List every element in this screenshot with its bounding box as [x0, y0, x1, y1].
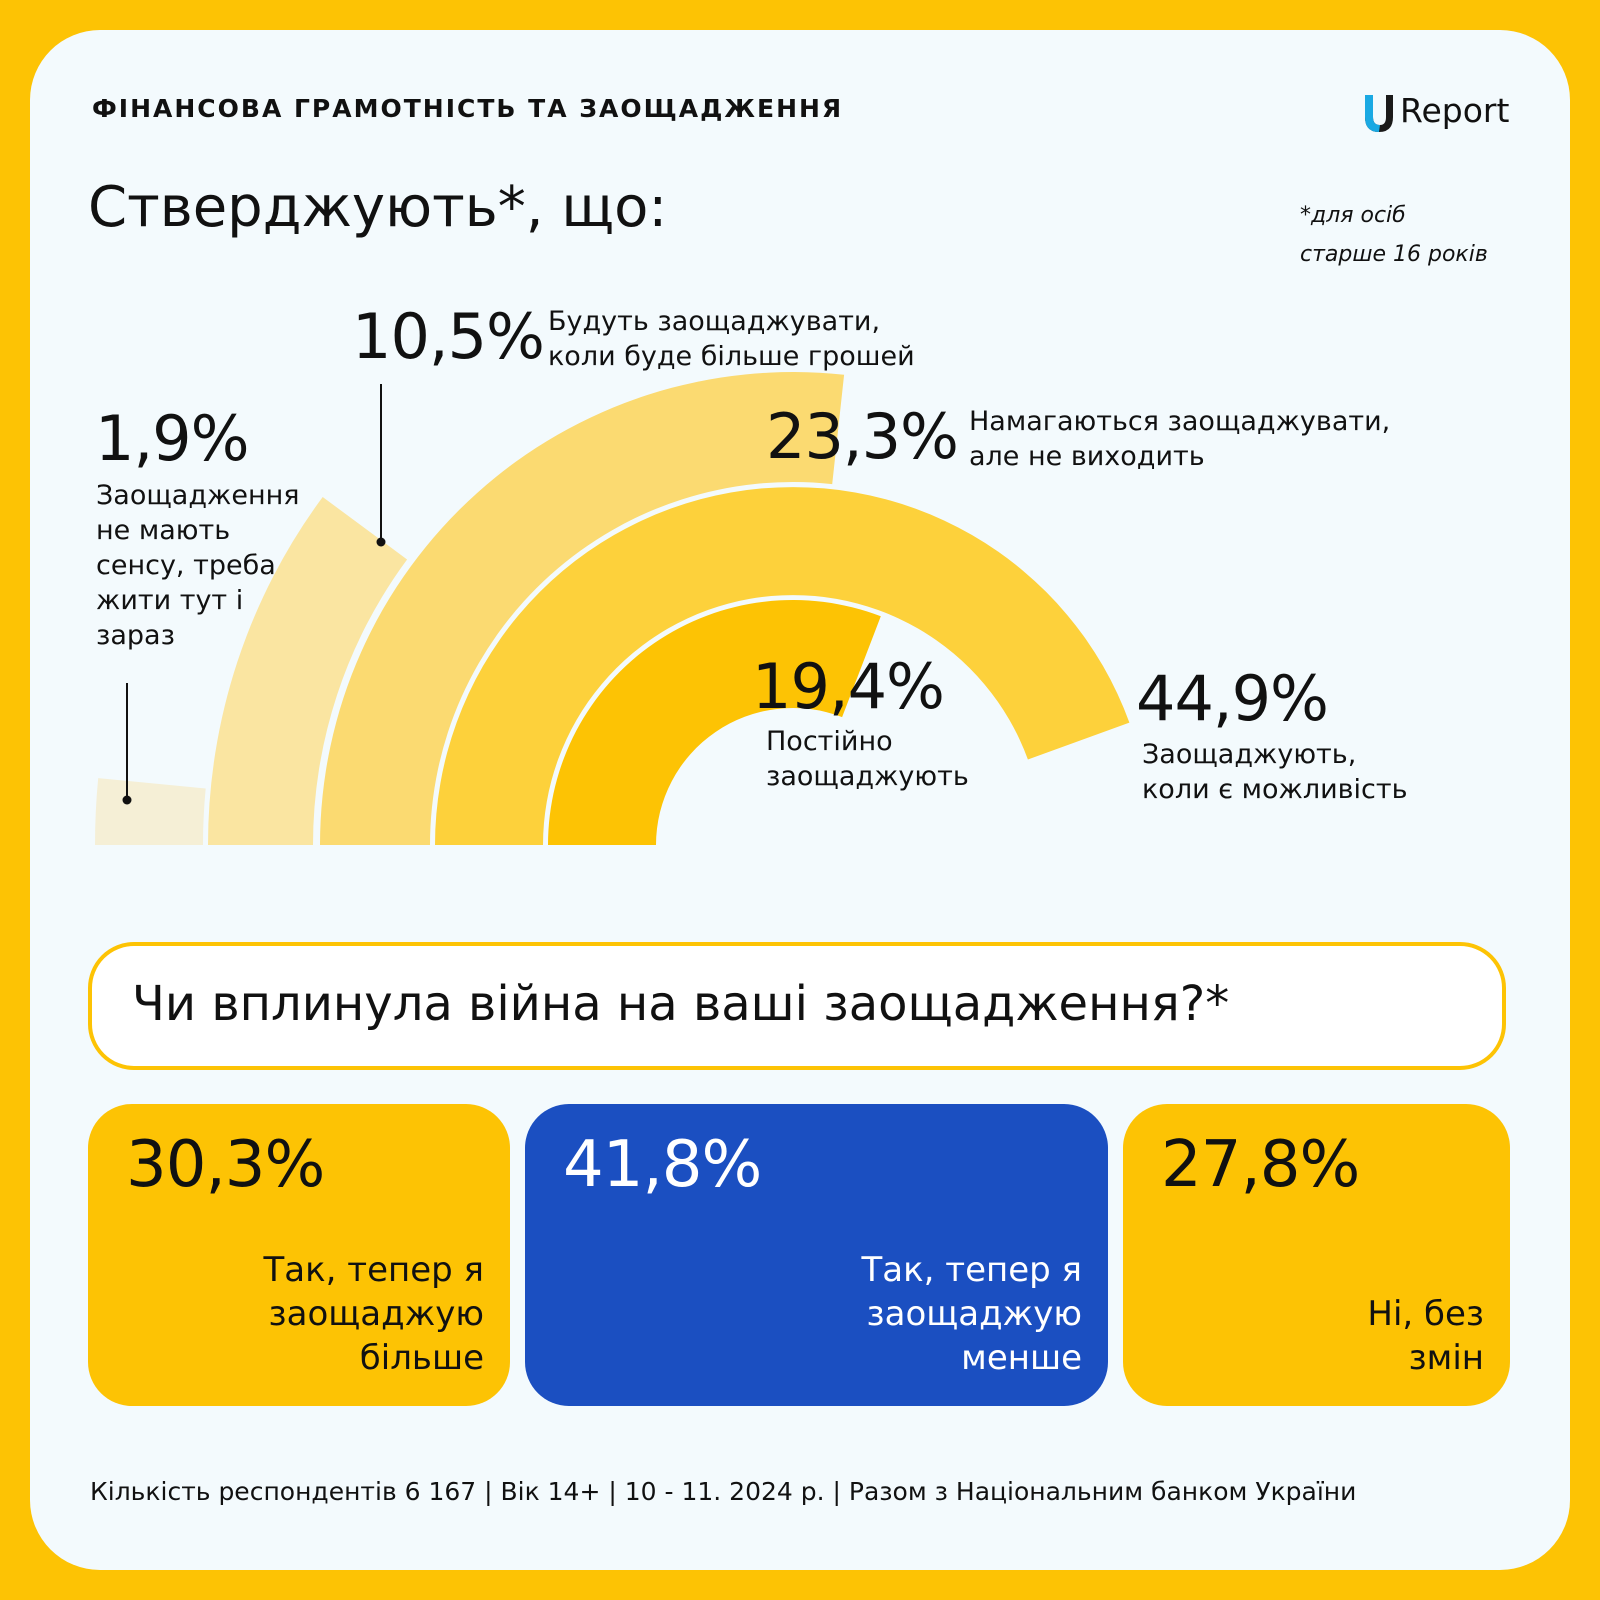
answer-label: Ні, без змін: [1367, 1292, 1484, 1380]
answer-label-line: Так, тепер я: [861, 1250, 1082, 1290]
answer-card-no-change: 27,8% Ні, без змін: [1123, 1104, 1510, 1406]
category-label-10-5: Будуть заощаджувати, коли буде більше гр…: [548, 304, 915, 374]
question-box: Чи вплинула війна на ваші заощадження?*: [88, 942, 1506, 1070]
leader-dot-1-9: [122, 795, 132, 805]
category-label-23-3: Намагаються заощаджувати, але не виходит…: [969, 404, 1390, 474]
category-label-44-9-line: Заощаджують,: [1142, 739, 1357, 770]
question-text: Чи вплинула війна на ваші заощадження?*: [132, 976, 1230, 1032]
answer-label-line: змін: [1408, 1338, 1484, 1378]
value-label-19-4: 19,4%: [752, 650, 945, 723]
category-label-1-9: Заощадження не мають сенсу, треба жити т…: [96, 478, 300, 653]
answer-label-line: більше: [359, 1338, 484, 1378]
category-label-23-3-line: але не виходить: [969, 441, 1205, 472]
category-label-19-4-line: Постійно: [766, 726, 893, 757]
footer-source: Кількість респондентів 6 167 | Вік 14+ |…: [90, 1477, 1357, 1506]
category-label-1-9-line: Заощадження: [96, 480, 300, 511]
arc-segment-23-3: [320, 372, 845, 845]
answer-label-line: Так, тепер я: [263, 1250, 484, 1290]
arc-chart: [94, 372, 1130, 845]
category-label-10-5-line: Будуть заощаджувати,: [548, 306, 881, 337]
value-label-1-9: 1,9%: [95, 402, 250, 475]
value-label-44-9: 44,9%: [1136, 662, 1329, 735]
category-label-19-4-line: заощаджують: [766, 761, 969, 792]
category-label-44-9-line: коли є можливість: [1142, 774, 1408, 805]
arc-segment-1-9: [94, 778, 206, 845]
arc-segment-10-5: [207, 497, 408, 845]
header-title: ФІНАНСОВА ГРАМОТНІСТЬ ТА ЗАОЩАДЖЕННЯ: [92, 94, 844, 123]
category-label-1-9-line: зараз: [96, 620, 175, 651]
arc-segment-44-9: [435, 487, 1130, 845]
category-label-44-9: Заощаджують, коли є можливість: [1142, 737, 1408, 807]
category-label-19-4: Постійно заощаджують: [766, 724, 969, 794]
footnote-line-2: старше 16 років: [1300, 242, 1488, 267]
answer-percent: 41,8%: [563, 1128, 762, 1202]
answer-label: Так, тепер я заощаджую більше: [264, 1248, 484, 1380]
value-label-23-3: 23,3%: [766, 400, 959, 473]
footnote-line-1: *для осіб: [1300, 203, 1406, 228]
arc-segment-19-4: [548, 600, 881, 845]
answer-card-more-savings: 30,3% Так, тепер я заощаджую більше: [88, 1104, 510, 1406]
value-label-10-5: 10,5%: [352, 300, 545, 373]
answer-label-line: менше: [961, 1338, 1082, 1378]
category-label-1-9-line: жити тут і: [96, 585, 244, 616]
answer-label-line: заощаджую: [866, 1294, 1082, 1334]
answer-card-less-savings: 41,8% Так, тепер я заощаджую менше: [525, 1104, 1108, 1406]
leader-dot-10-5: [376, 537, 386, 547]
answer-label: Так, тепер я заощаджую менше: [862, 1248, 1082, 1380]
category-label-1-9-line: сенсу, треба: [96, 550, 276, 581]
footnote: *для осіб старше 16 років: [1300, 196, 1540, 274]
answer-label-line: заощаджую: [268, 1294, 484, 1334]
answer-percent: 27,8%: [1161, 1128, 1360, 1202]
main-title: Стверджують*, що:: [88, 175, 668, 240]
answer-percent: 30,3%: [126, 1128, 325, 1202]
category-label-10-5-line: коли буде більше грошей: [548, 341, 915, 372]
ureport-logo-icon: [1365, 95, 1393, 132]
answer-label-line: Ні, без: [1367, 1294, 1484, 1334]
category-label-1-9-line: не мають: [96, 515, 231, 546]
category-label-23-3-line: Намагаються заощаджувати,: [969, 406, 1391, 437]
logo-text: Report: [1400, 91, 1510, 130]
